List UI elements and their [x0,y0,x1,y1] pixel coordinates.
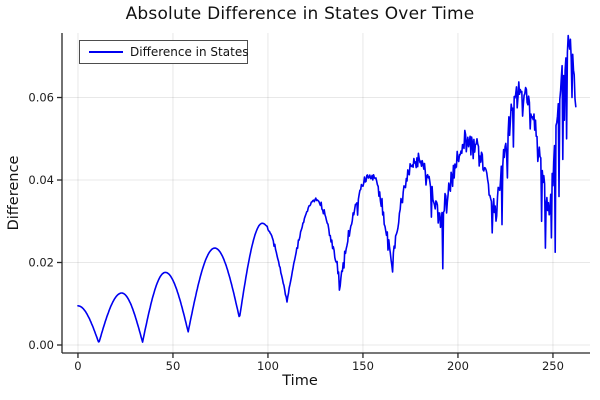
x-axis-label: Time [282,373,318,389]
x-tick-label: 150 [352,359,374,373]
legend-line-sample [89,51,123,53]
x-tick-label: 0 [74,359,81,373]
legend-box: Difference in States [79,40,248,64]
x-tick-label: 250 [542,359,564,373]
legend-entry-label: Difference in States [130,45,249,59]
x-tick-label: 100 [257,359,279,373]
x-tick-label: 50 [166,359,181,373]
y-tick-label: 0.02 [28,256,54,270]
y-tick-label: 0.04 [28,173,54,187]
y-axis-label: Difference [6,155,22,231]
difference-line [77,34,577,343]
chart-title: Absolute Difference in States Over Time [125,4,475,24]
x-tick-label: 200 [447,359,469,373]
y-tick-label: 0.06 [28,91,54,105]
y-tick-label: 0.00 [28,338,54,352]
